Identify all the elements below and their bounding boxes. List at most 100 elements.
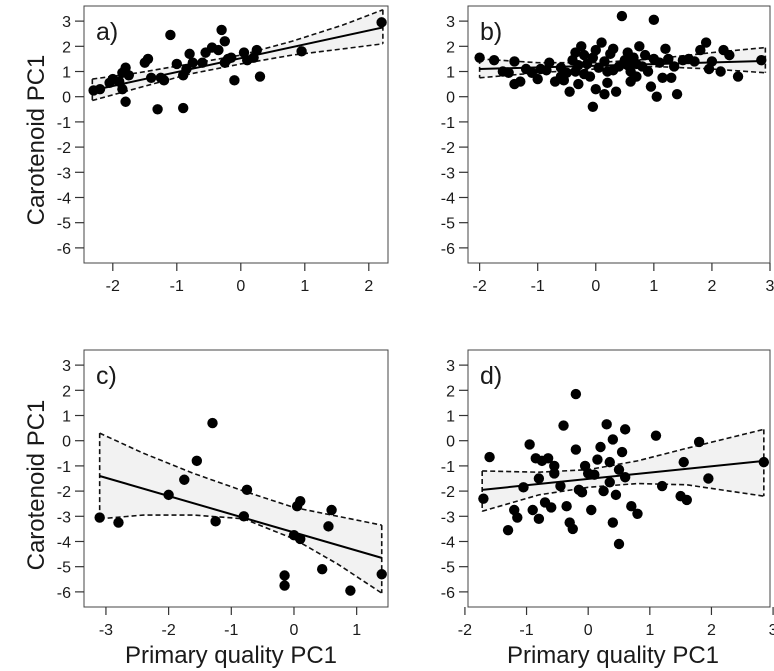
panel-d-frame — [467, 349, 771, 608]
panel-c-point — [207, 417, 218, 429]
panel-b-point — [671, 88, 683, 100]
panel-b-y-tick-label: -4 — [441, 190, 455, 207]
panel-b-point — [503, 67, 514, 78]
panel-b-x-tick-label: 0 — [591, 278, 600, 295]
panel-d-point — [546, 502, 557, 513]
panel-b-point — [654, 57, 665, 68]
panel-b-y-tick-label: -3 — [441, 165, 455, 182]
panel-a-point — [178, 102, 189, 114]
panel-a-y-tick-label: 3 — [62, 14, 71, 31]
panel-a-point — [123, 70, 134, 81]
panel-d-ci-lower — [481, 482, 764, 513]
panel-a-y-tick-label: 0 — [62, 90, 71, 107]
panel-d-point — [619, 472, 631, 483]
panel-a-point — [184, 48, 195, 60]
panel-d-y-tick-label: -1 — [441, 459, 455, 476]
panel-d-x-tick-label: -1 — [519, 622, 533, 639]
panel-d-point — [567, 523, 578, 535]
panel-a-y-tick-label: -2 — [57, 140, 71, 157]
panel-c-y-tick-label: -3 — [57, 509, 71, 526]
x-axis-title-left: Primary quality PC1 — [125, 642, 337, 669]
panel-d-point — [656, 480, 668, 492]
panel-b-point — [660, 43, 671, 55]
panel-d-y-tick-label: -2 — [441, 484, 455, 501]
panel-a-y-tick-label: -3 — [57, 165, 71, 182]
panel-a-point — [226, 52, 237, 63]
panel-d-point — [512, 512, 523, 523]
panel-d: 3 2 1 0 -1 -2 -3 -4 -5 -6 -2 -1 0 1 2 3 d) — [441, 349, 774, 639]
panel-d-x-tick-label: 1 — [645, 622, 654, 639]
panel-c-y-tick-label: 1 — [62, 409, 71, 426]
panel-d-point — [610, 489, 622, 501]
panel-c-point — [376, 569, 387, 580]
panel-c-y-tick-label: -5 — [57, 560, 71, 577]
panel-c-frame — [83, 349, 389, 608]
panel-d-point — [601, 419, 612, 430]
panel-c-x-tick-label: 1 — [352, 622, 361, 639]
panel-a-point — [187, 57, 198, 68]
panel-d-point — [478, 493, 489, 504]
panel-c-point — [279, 580, 290, 591]
panel-d-point — [616, 446, 628, 458]
panel-d-point — [524, 439, 535, 450]
panel-b-point — [607, 65, 619, 76]
panel-d-y-tick-label: 0 — [446, 434, 455, 451]
panel-d-point — [589, 469, 600, 480]
panel-a-frame — [83, 5, 389, 264]
panel-b-point — [724, 49, 735, 61]
panel-b-y-tick-label: -2 — [441, 140, 455, 157]
panel-a-point — [254, 71, 266, 82]
panel-b-y-tick-label: -1 — [441, 115, 455, 132]
panel-d-y-tick-label: -6 — [441, 585, 455, 602]
panel-a-point — [219, 36, 230, 47]
panel-b-y-tick-label: -5 — [441, 216, 455, 233]
panel-c-point — [316, 564, 328, 575]
panel-d-point — [604, 456, 615, 468]
panel-b-point — [663, 53, 674, 65]
panel-c-x-tick-label: -2 — [162, 622, 176, 639]
panel-b-point — [602, 77, 613, 89]
panel-c-point — [279, 570, 290, 581]
panel-a-point — [229, 75, 240, 86]
panel-c-point — [238, 511, 250, 522]
panel-d-point — [542, 453, 554, 464]
panel-a-x-tick-label: 2 — [364, 278, 373, 295]
panel-a-point — [181, 63, 192, 75]
panel-a-point — [213, 44, 224, 56]
panel-a-point — [94, 83, 106, 95]
panel-d-x-tick-label: 2 — [707, 622, 716, 639]
panel-d-point — [650, 430, 662, 441]
panel-a-point — [296, 46, 307, 57]
panel-b-point — [509, 56, 520, 67]
panel-d-point — [619, 424, 631, 435]
panel-c-point — [345, 585, 356, 596]
panel-b-y-tick-label: -6 — [441, 241, 455, 258]
panel-b-point — [564, 86, 575, 97]
panel-c-point — [323, 521, 334, 532]
panel-d-point — [586, 504, 597, 516]
panel-a-label: a) — [96, 18, 118, 46]
panel-a-point — [120, 96, 131, 107]
panel-c-y-tick-label: -2 — [57, 484, 71, 501]
panel-b-point — [706, 56, 718, 67]
panel-d-point — [607, 517, 619, 528]
panel-d-point — [518, 482, 529, 493]
panel-b-x-tick-label: -1 — [531, 278, 545, 295]
panel-a-point — [158, 75, 170, 86]
panel-c-point — [326, 504, 337, 516]
panel-b-point — [622, 60, 633, 71]
panel-b-point — [648, 14, 660, 26]
panel-b-point — [596, 37, 607, 48]
panel-d-point — [576, 487, 588, 498]
panel-a-point — [152, 104, 163, 115]
panel-a-point — [251, 44, 262, 56]
panel-d-point — [558, 420, 569, 431]
panel-c-point — [295, 495, 306, 507]
panel-a-point — [197, 57, 208, 68]
panel-b-point — [590, 83, 601, 95]
panel-c-label: c) — [96, 362, 117, 390]
panel-d-point — [555, 480, 566, 492]
panel-c-point — [179, 474, 190, 485]
panel-b-point — [599, 56, 610, 67]
panel-d-point — [678, 456, 689, 468]
